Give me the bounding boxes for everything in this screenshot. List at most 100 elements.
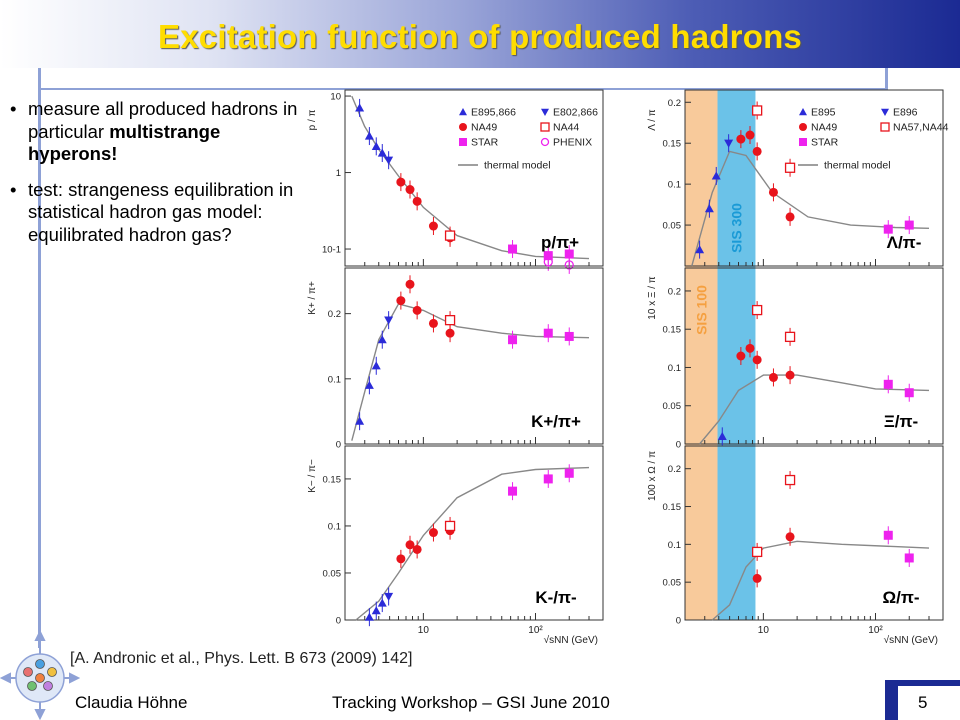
y-tick-label: 0.2 — [668, 98, 681, 109]
data-point — [508, 486, 518, 496]
bullet-text: measure all produced hadrons in particul… — [28, 98, 297, 164]
y-tick-label: 0.15 — [663, 325, 682, 336]
data-point — [459, 123, 467, 131]
page-number: 5 — [918, 693, 928, 712]
y-tick-label: 0 — [336, 616, 341, 627]
data-point — [371, 361, 381, 370]
slide-title: Excitation function of produced hadrons — [158, 18, 802, 55]
y-tick-label: 0 — [336, 440, 341, 451]
title-bar — [0, 0, 960, 68]
series-e802-866 — [384, 311, 394, 330]
panel-right-top: Λ / π 0.05 0.1 0.15 0.2 Λ/π- E895 E896 NA49 NA57,… — [647, 89, 949, 267]
logo-network-icon — [0, 630, 80, 720]
data-point — [364, 612, 374, 621]
series-e895-866 — [355, 330, 387, 431]
y-axis-label: K− / π− — [307, 459, 318, 493]
series-na57-na44 — [751, 101, 796, 177]
frame-line-top — [38, 88, 888, 90]
data-point — [883, 224, 893, 234]
data-point — [405, 185, 415, 195]
data-point — [384, 156, 394, 165]
series-star — [883, 375, 914, 402]
figure-canvas: p / π 10 1 10-1 p/π+ E895,866 E802,866 NA49 NA44… — [298, 78, 950, 648]
legend-entry: NA44 — [553, 122, 579, 134]
thermal-model-curve — [699, 374, 930, 445]
y-tick-label: 0.1 — [328, 374, 341, 385]
data-point — [784, 474, 796, 486]
data-point — [355, 416, 365, 425]
band-sis-100 — [685, 90, 718, 620]
bullet-item: • measure all produced hadrons in particu… — [10, 98, 300, 166]
series-na49 — [736, 126, 795, 226]
frame-line-left — [38, 88, 41, 648]
data-point — [751, 304, 763, 316]
series-na49 — [396, 275, 455, 343]
y-axis-label: Λ / π — [647, 109, 658, 130]
series-star — [883, 216, 914, 239]
data-point — [377, 148, 387, 157]
series-na44 — [444, 516, 456, 535]
data-point — [799, 123, 807, 131]
data-point — [752, 355, 762, 365]
data-point — [396, 554, 406, 564]
bullet-plain-text: test: strangeness equilibration in stati… — [28, 178, 294, 245]
data-point — [883, 379, 893, 389]
y-tick-label: 0 — [676, 440, 681, 451]
legend-entry: NA49 — [811, 122, 837, 134]
footer-page-box — [898, 686, 960, 720]
frame-line-top-left — [38, 68, 41, 90]
series-e895-866 — [355, 98, 387, 163]
data-point — [717, 431, 727, 440]
x-tick-label: 10 — [758, 625, 770, 636]
data-point — [784, 331, 796, 343]
series-na49 — [752, 527, 795, 588]
ratio-label: K+/π+ — [531, 412, 581, 431]
data-point — [745, 130, 755, 140]
data-point — [799, 138, 807, 146]
series-na57-na44 — [751, 471, 796, 561]
panel-frame — [684, 89, 944, 267]
bullet-plain-text: measure all produced hadrons in particul… — [28, 98, 298, 142]
panel-right-mid: 10 x Ξ / π 0 0.05 0.1 0.15 0.2 Ξ/π- — [647, 267, 944, 451]
data-point — [540, 137, 550, 147]
panel-left-top: p / π 10 1 10-1 p/π+ E895,866 E802,866 NA49 NA44… — [307, 89, 604, 274]
data-point — [564, 468, 574, 478]
data-point — [785, 532, 795, 542]
footer-author: Claudia Höhne — [75, 693, 188, 712]
ratio-label: Ω/π- — [882, 588, 919, 607]
data-point — [444, 314, 456, 326]
legend-entry: thermal model — [824, 160, 891, 172]
series-na49 — [736, 339, 795, 387]
panel-left-bottom: K− / π− 0 0.05 0.1 0.15 10 10²√sNN (GeV) K-/π- — [307, 445, 604, 646]
legend-entry: E895 — [811, 107, 836, 119]
ratio-label: p/π+ — [541, 233, 579, 252]
y-tick-label: 0.15 — [663, 139, 682, 150]
data-point — [564, 331, 574, 341]
series-na44 — [444, 311, 456, 330]
panel-frame — [344, 89, 604, 267]
ratio-label: Ξ/π- — [884, 412, 918, 431]
y-axis-label: 10 x Ξ / π — [647, 276, 658, 320]
data-point — [751, 105, 763, 116]
y-axis-label: 100 x Ω / π — [647, 451, 658, 501]
y-tick-label: 0.15 — [663, 502, 682, 513]
y-tick-label: 0.05 — [663, 221, 682, 232]
data-point — [904, 388, 914, 398]
y-axis-label: K+ / π+ — [307, 281, 318, 315]
panel-frame — [684, 445, 944, 621]
panel-frame — [344, 267, 604, 445]
series-e802-866 — [384, 151, 394, 170]
data-point — [459, 138, 467, 146]
legend: E895,866 E802,866 NA49 NA44 STAR PHENIXtherma… — [458, 107, 598, 172]
x-tick-label: 10² — [868, 625, 883, 636]
data-point — [736, 351, 746, 361]
data-point — [564, 260, 574, 270]
data-point — [371, 606, 381, 615]
series-star — [508, 464, 574, 501]
y-tick-label: 0 — [676, 616, 681, 627]
series-e895 — [717, 427, 727, 446]
data-point — [751, 546, 763, 558]
data-point — [785, 212, 795, 222]
legend-entry: thermal model — [484, 160, 551, 172]
legend-entry: STAR — [471, 137, 499, 149]
